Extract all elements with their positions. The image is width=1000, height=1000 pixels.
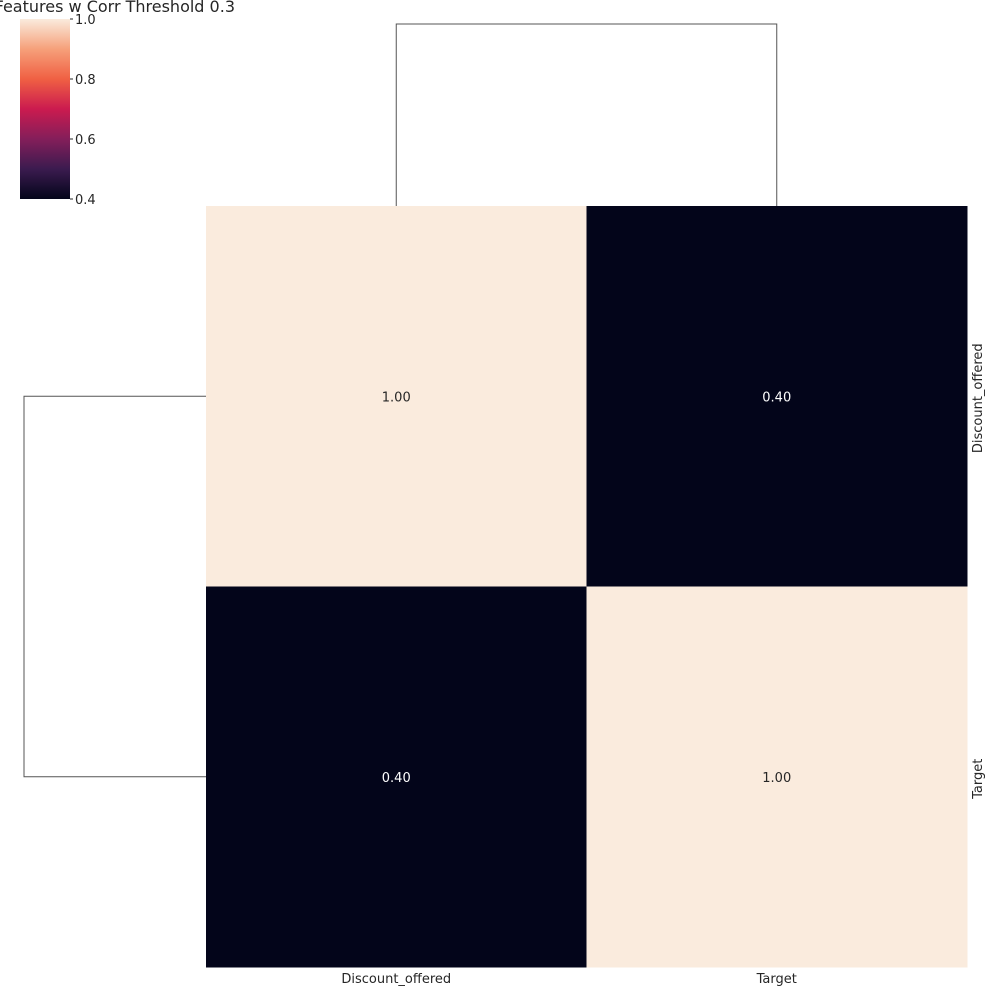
row-labels: Discount_offered Target: [971, 343, 986, 800]
row-label: Discount_offered: [971, 343, 986, 453]
row-dendrogram: [23, 395, 206, 778]
heatmap-cells: [206, 206, 968, 968]
cell-annotation: 1.00: [382, 390, 411, 405]
colorbar-gradient: [20, 19, 70, 199]
heatmap-cell: [206, 586, 587, 968]
heatmap-cell: [586, 206, 968, 587]
column-label: Target: [756, 972, 797, 987]
row-dendrogram-link: [23, 395, 206, 778]
column-label: Discount_offered: [341, 972, 451, 987]
chart-title: n Features w Corr Threshold 0.3: [0, 0, 235, 16]
colorbar-tick-label: 0.6: [75, 133, 96, 148]
colorbar-tick-label: 1.0: [75, 13, 96, 28]
cell-annotation: 0.40: [762, 390, 791, 405]
colorbar-tick-label: 0.4: [75, 193, 96, 208]
colorbar: 0.4 0.6 0.8 1.0: [20, 13, 96, 208]
colorbar-tick-label: 0.8: [75, 73, 96, 88]
heatmap-cell: [586, 586, 968, 968]
cell-annotation: 1.00: [762, 771, 791, 786]
row-label: Target: [971, 759, 986, 800]
column-dendrogram: [395, 23, 778, 206]
colorbar-ticks: 0.4 0.6 0.8 1.0: [70, 13, 96, 208]
heatmap-cell: [206, 206, 587, 587]
column-labels: Discount_offered Target: [341, 972, 797, 987]
cell-annotations: 1.00 0.40 0.40 1.00: [382, 390, 791, 786]
column-dendrogram-link: [395, 23, 778, 206]
cell-annotation: 0.40: [382, 771, 411, 786]
